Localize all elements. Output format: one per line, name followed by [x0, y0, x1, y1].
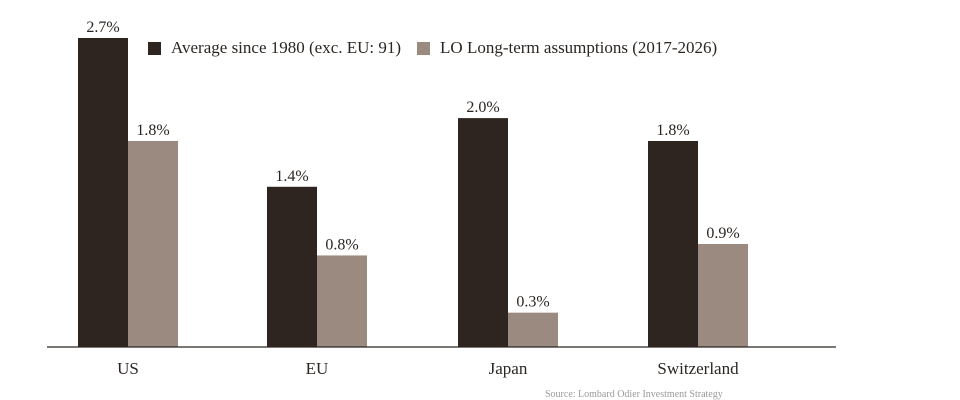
bar-japan-series-1	[508, 312, 558, 347]
bars-layer	[78, 38, 748, 347]
category-label-switzerland: Switzerland	[657, 359, 739, 378]
legend-item-lo-assumptions: LO Long-term assumptions (2017-2026)	[417, 38, 717, 58]
category-label-us: US	[117, 359, 139, 378]
bar-switzerland-series-1	[698, 244, 748, 347]
data-label-switzerland-series-1: 0.9%	[706, 225, 739, 242]
category-label-eu: EU	[306, 359, 329, 378]
bar-eu-series-0	[267, 186, 317, 347]
data-label-japan-series-1: 0.3%	[516, 294, 549, 311]
source-note: Source: Lombard Odier Investment Strateg…	[545, 389, 723, 400]
bar-eu-series-1	[317, 255, 367, 347]
legend-swatch-average	[148, 41, 161, 55]
legend-item-average: Average since 1980 (exc. EU: 91)	[148, 38, 401, 58]
legend-label-average: Average since 1980 (exc. EU: 91)	[171, 38, 402, 57]
data-label-us-series-0: 2.7%	[86, 19, 119, 36]
legend-label-lo-assumptions: LO Long-term assumptions (2017-2026)	[440, 38, 718, 57]
labels-layer: 2.7% 1.8% US 1.4% 0.8% EU 2.0% 0.3% Japan 1.8% 0.9…	[86, 19, 739, 378]
data-label-japan-series-0: 2.0%	[466, 99, 499, 116]
legend-swatch-lo-assumptions	[417, 41, 431, 55]
category-label-japan: Japan	[489, 359, 528, 378]
data-label-eu-series-0: 1.4%	[275, 168, 308, 185]
data-label-switzerland-series-0: 1.8%	[656, 122, 689, 139]
bar-us-series-1	[128, 141, 178, 347]
legend: Average since 1980 (exc. EU: 91) LO Long…	[148, 38, 733, 58]
bar-japan-series-0	[458, 118, 508, 347]
data-label-eu-series-1: 0.8%	[325, 236, 358, 253]
bar-switzerland-series-0	[648, 141, 698, 347]
bar-us-series-0	[78, 38, 128, 347]
data-label-us-series-1: 1.8%	[136, 122, 169, 139]
